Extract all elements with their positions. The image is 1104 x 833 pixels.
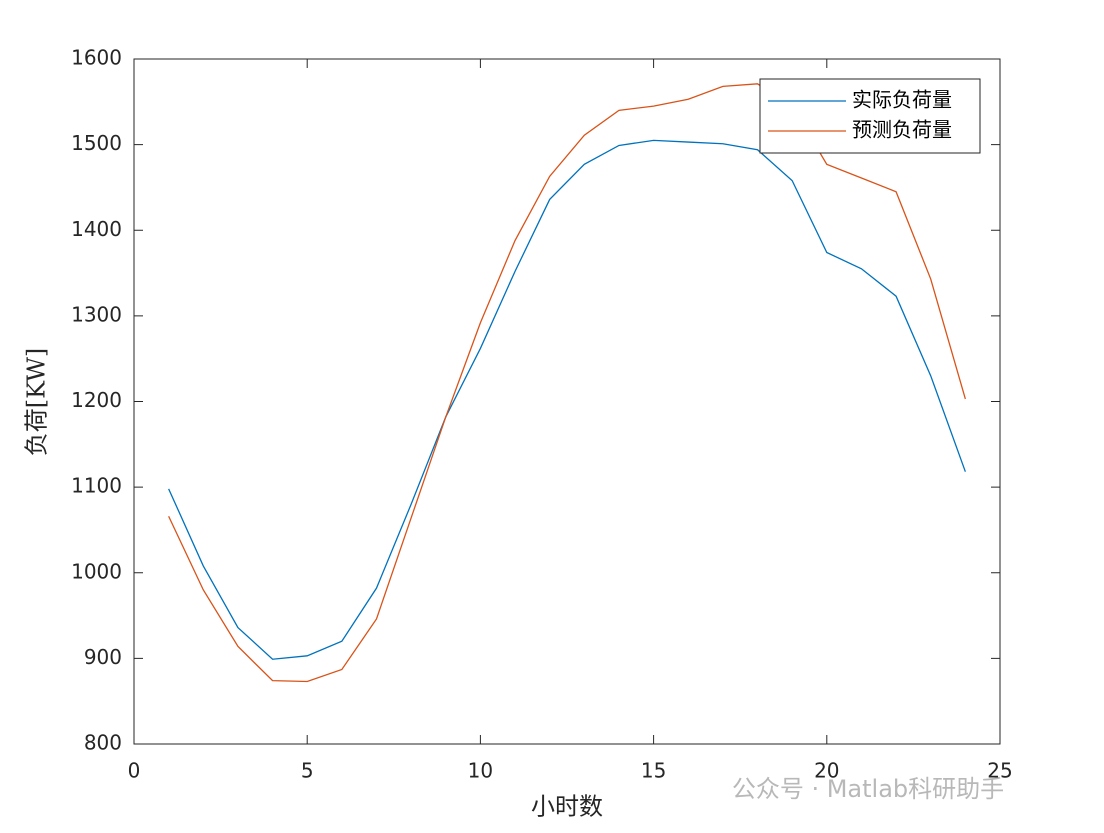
y-tick-label: 1300 xyxy=(71,302,122,326)
y-tick-label: 900 xyxy=(84,645,122,669)
watermark: 公众号 · Matlab科研助手 xyxy=(732,775,1004,803)
legend-label: 实际负荷量 xyxy=(852,88,952,112)
y-tick-label: 800 xyxy=(84,731,122,755)
line-series xyxy=(168,83,966,683)
x-tick-label: 10 xyxy=(468,759,493,783)
x-tick-label: 15 xyxy=(641,759,666,783)
y-tick-label: 1400 xyxy=(71,217,122,241)
x-tick-label: 5 xyxy=(301,759,314,783)
x-tick-label: 20 xyxy=(814,759,839,783)
y-tick-label: 1200 xyxy=(71,388,122,412)
x-axis-label: 小时数 xyxy=(531,793,603,821)
y-tick-label: 1600 xyxy=(71,46,122,70)
y-tick-label: 1500 xyxy=(71,131,122,155)
legend-box xyxy=(759,78,981,154)
legend-label: 预测负荷量 xyxy=(852,118,952,142)
y-axis-label: 负荷[KW] xyxy=(23,348,51,456)
y-tick-label: 1100 xyxy=(71,474,122,498)
x-tick-label: 0 xyxy=(128,759,141,783)
line-series xyxy=(168,139,966,660)
plot-box xyxy=(133,58,1001,745)
x-tick-label: 25 xyxy=(987,759,1012,783)
y-tick-label: 1000 xyxy=(71,559,122,583)
